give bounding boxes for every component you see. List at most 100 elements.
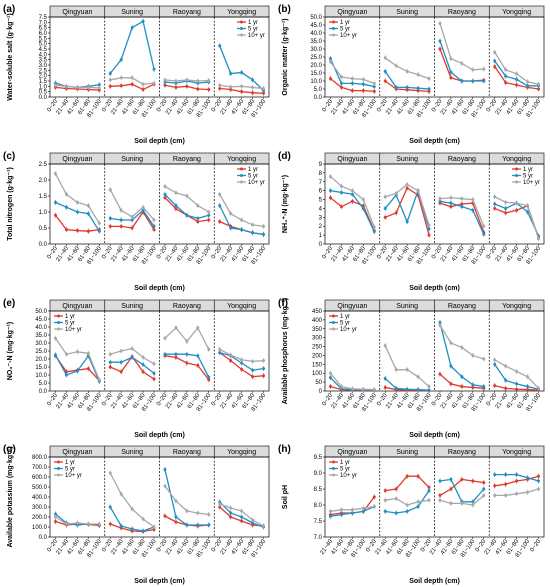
y-axis-title: NH₄⁺-N (mg·kg⁻¹) xyxy=(282,175,289,233)
data-point xyxy=(185,509,189,513)
chart-svg: (d) Qingyuan Suning Raoyang Yongqing 0 1 2 3 4 5 6 7… xyxy=(278,151,545,292)
legend-label: 1 yr xyxy=(340,460,350,466)
data-point xyxy=(471,208,475,212)
legend-marker xyxy=(57,320,60,324)
legend-marker xyxy=(332,27,335,30)
data-point xyxy=(196,363,200,367)
data-point xyxy=(262,86,266,90)
data-point xyxy=(130,527,134,531)
y-tick-label: 7 xyxy=(319,180,323,186)
legend-marker xyxy=(332,460,335,464)
data-point xyxy=(185,339,189,343)
data-point xyxy=(372,225,376,229)
data-point xyxy=(482,232,486,236)
data-point xyxy=(515,369,519,373)
data-point xyxy=(218,83,222,87)
data-point xyxy=(207,213,211,217)
data-point xyxy=(196,87,200,91)
panel-letter: (h) xyxy=(278,444,291,455)
data-point xyxy=(383,206,387,210)
y-tick-label: 6 xyxy=(319,188,323,194)
data-point xyxy=(130,226,134,230)
chart-svg: (f) Qingyuan Suning Raoyang Yongqing 0 50 100 15… xyxy=(278,297,545,438)
data-point xyxy=(493,195,497,199)
data-point xyxy=(174,191,178,195)
data-point xyxy=(504,68,508,72)
legend-label: 1 yr xyxy=(248,20,258,26)
x-axis-title: Soil depth (cm) xyxy=(134,578,185,585)
data-point xyxy=(493,494,497,498)
y-tick-label: 5.5 xyxy=(39,36,48,42)
y-tick-label: 0.0 xyxy=(39,95,48,101)
data-point xyxy=(119,349,123,352)
chart-svg: (g) Qingyuan Suning Raoyang Yongqing 0.0 100.0… xyxy=(3,444,270,585)
chart-svg: (a) Qingyuan Suning Raoyang Yongqing0.00.51.… xyxy=(3,4,270,145)
data-point xyxy=(504,364,508,368)
data-point xyxy=(405,69,409,73)
data-point xyxy=(108,360,112,364)
y-axis-title: Soil pH xyxy=(282,485,289,509)
y-tick-label: 35.0 xyxy=(310,39,322,45)
data-point xyxy=(108,84,112,88)
y-tick-label: 0.0 xyxy=(314,95,323,101)
legend-label: 5 yr xyxy=(248,27,258,33)
data-point xyxy=(471,382,475,386)
y-tick-label: 400 xyxy=(312,317,323,323)
legend-label: 1 yr xyxy=(340,314,350,320)
data-point xyxy=(405,387,409,391)
data-point xyxy=(328,196,332,200)
data-point xyxy=(119,208,123,212)
data-point xyxy=(108,352,112,356)
data-point xyxy=(130,215,134,219)
series-line xyxy=(384,57,430,80)
data-point xyxy=(405,182,409,186)
legend-marker xyxy=(515,180,518,184)
data-point xyxy=(438,196,442,200)
data-point xyxy=(416,387,420,391)
data-point xyxy=(383,489,387,493)
y-tick-label: 15.0 xyxy=(310,71,322,77)
data-point xyxy=(515,479,519,483)
data-point xyxy=(493,473,497,477)
data-point xyxy=(515,201,519,205)
y-tick-label: 0.0 xyxy=(39,242,48,248)
data-point xyxy=(196,511,200,515)
x-axis-title: Soil depth (cm) xyxy=(409,431,460,438)
data-point xyxy=(207,218,211,222)
chart-panel: (c) Qingyuan Suning Raoyang Yongqing 0.0 0.5 1.… xyxy=(0,147,275,294)
data-point xyxy=(328,188,332,192)
data-point xyxy=(504,482,508,486)
y-tick-label: 1 xyxy=(319,233,323,239)
data-point xyxy=(482,67,486,71)
y-tick-label: 50.0 xyxy=(35,309,47,315)
chart-panel: (a) Qingyuan Suning Raoyang Yongqing 0.0 0.5 1.… xyxy=(0,0,275,147)
data-point xyxy=(119,492,123,496)
data-point xyxy=(537,236,541,240)
data-point xyxy=(86,366,90,370)
data-point xyxy=(460,345,464,349)
data-point xyxy=(350,81,354,85)
data-point xyxy=(130,355,134,359)
series-line xyxy=(439,478,485,503)
data-point xyxy=(482,494,486,498)
data-point xyxy=(328,371,332,375)
site-label: Yongqing xyxy=(227,9,256,16)
y-tick-label: 5.0 xyxy=(39,42,48,48)
data-point xyxy=(240,218,244,222)
data-point xyxy=(372,387,376,391)
data-point xyxy=(515,387,519,391)
y-tick-label: 150 xyxy=(312,362,323,368)
data-point xyxy=(339,204,343,208)
data-point xyxy=(427,388,431,392)
data-point xyxy=(152,67,156,71)
data-point xyxy=(108,72,112,76)
data-point xyxy=(152,224,156,228)
data-point xyxy=(504,81,508,85)
data-point xyxy=(141,517,145,521)
site-label: Suning xyxy=(121,156,143,163)
data-point xyxy=(328,60,332,64)
legend-marker xyxy=(240,27,243,30)
data-point xyxy=(328,174,332,178)
legend-marker xyxy=(240,33,243,37)
data-point xyxy=(152,371,156,375)
